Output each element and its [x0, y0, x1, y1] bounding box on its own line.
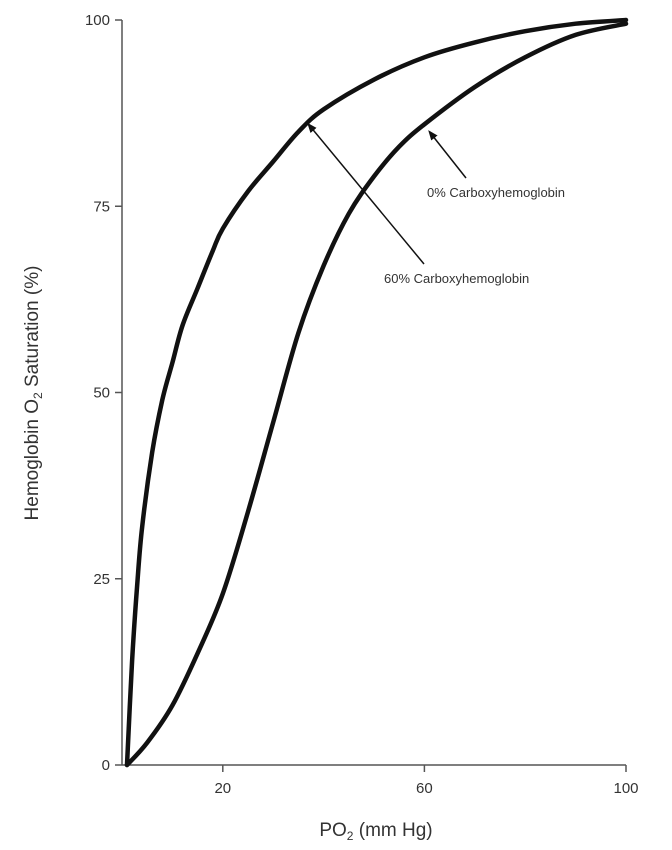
annotation-label-co60: 60% Carboxyhemoglobin: [384, 271, 529, 286]
series-layer: [124, 17, 629, 768]
y-tick-label: 75: [93, 198, 110, 215]
series-line-co0: [124, 21, 629, 768]
annotation-arrow-co0: [428, 130, 467, 179]
y-tick-label: 25: [93, 571, 110, 588]
y-axis-title-main: Hemoglobin O: [22, 399, 43, 520]
x-tick-label: 20: [214, 780, 231, 797]
x-axis-title-rest: (mm Hg): [353, 820, 432, 841]
annotation-arrow-co60: [307, 122, 425, 265]
annotation-layer: 0% Carboxyhemoglobin 60% Carboxyhemoglobi…: [307, 122, 565, 286]
y-tick-label: 100: [85, 12, 110, 29]
y-ticks: 0 25 50 75 100: [85, 12, 122, 774]
y-axis-title-subscript: 2: [31, 392, 45, 399]
series-line-co60: [124, 17, 629, 768]
x-ticks: 20 60 100: [214, 765, 639, 797]
x-axis-title-subscript: 2: [347, 829, 354, 843]
y-axis-title: Hemoglobin O2 Saturation (%): [22, 266, 45, 521]
x-axis-title: PO2 (mm Hg): [319, 820, 432, 843]
x-tick-label: 60: [416, 780, 433, 797]
x-axis-title-main: PO: [319, 820, 346, 841]
annotation-label-co0: 0% Carboxyhemoglobin: [427, 185, 565, 200]
y-tick-label: 50: [93, 385, 110, 402]
y-axis-title-rest: Saturation (%): [22, 266, 43, 393]
y-tick-label: 0: [102, 757, 110, 774]
x-tick-label: 100: [613, 780, 638, 797]
